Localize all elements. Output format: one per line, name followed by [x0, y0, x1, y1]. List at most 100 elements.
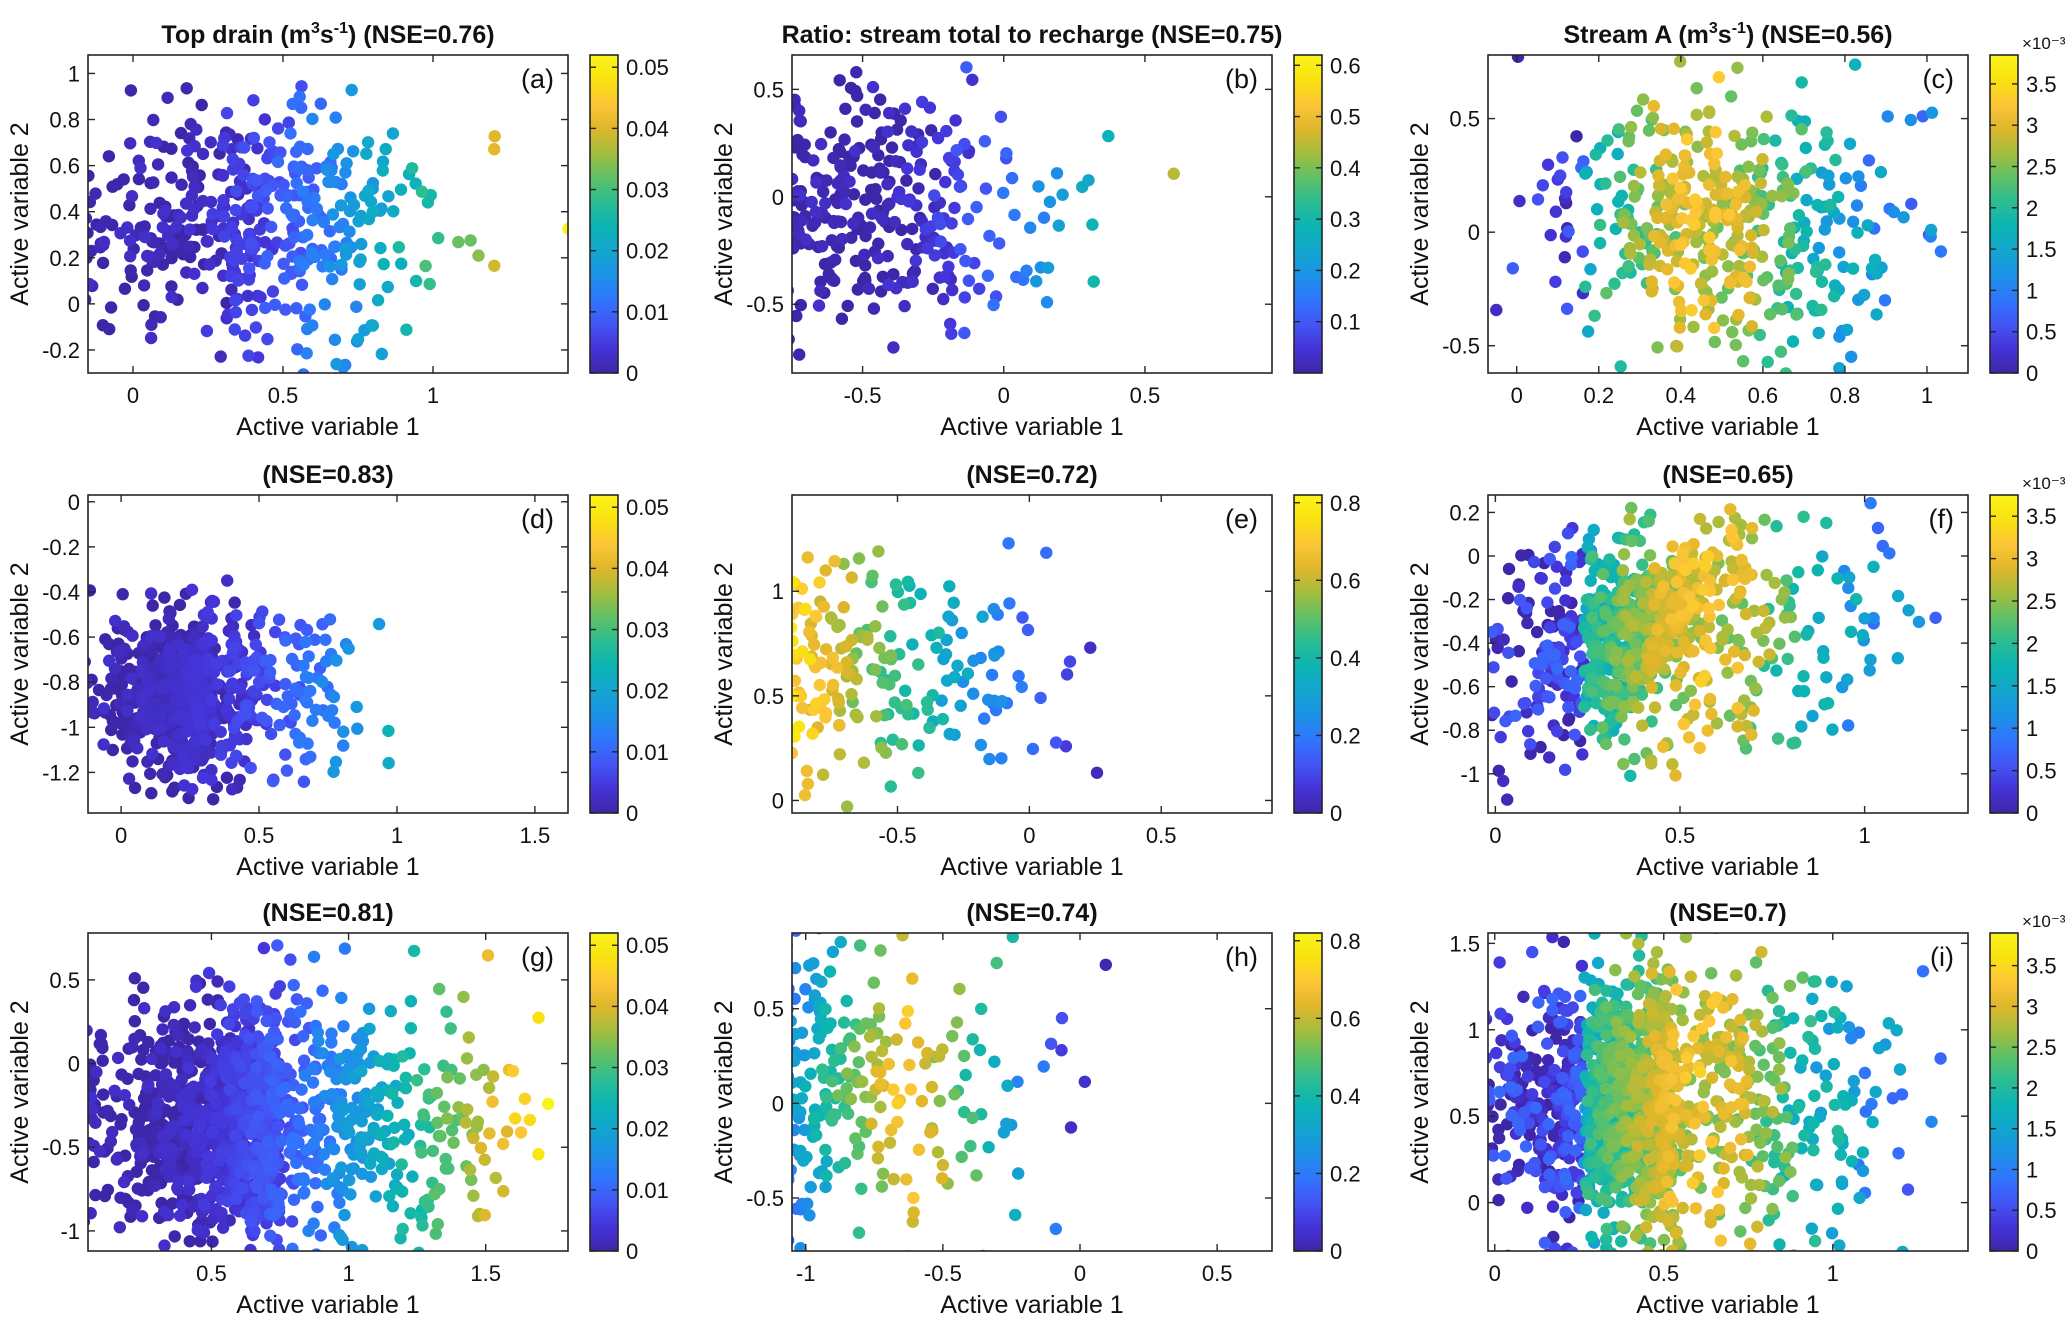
data-point	[354, 253, 367, 266]
data-point	[501, 165, 513, 177]
data-point	[755, 615, 767, 627]
data-point	[940, 633, 953, 647]
data-point	[145, 1164, 159, 1177]
data-point	[692, 686, 704, 698]
data-point	[288, 709, 301, 722]
data-point	[642, 726, 654, 738]
data-point	[687, 241, 699, 253]
data-point	[184, 250, 197, 264]
data-point	[334, 199, 348, 212]
data-point	[861, 633, 874, 646]
data-point	[97, 1088, 110, 1101]
data-point	[639, 659, 651, 671]
data-point	[696, 660, 708, 672]
data-point	[185, 583, 199, 596]
data-point	[162, 1208, 175, 1222]
data-point	[1617, 216, 1630, 229]
colorbar-tick-label: 0.1	[1330, 310, 1361, 335]
data-point	[740, 143, 752, 155]
data-point	[859, 259, 872, 272]
data-point	[750, 177, 762, 189]
data-point	[1541, 690, 1555, 703]
data-point	[757, 635, 769, 647]
x-axis-label: Active variable 1	[236, 413, 419, 441]
data-point	[1499, 714, 1512, 728]
data-point	[752, 650, 764, 662]
data-point	[1472, 167, 1484, 179]
data-point	[792, 172, 799, 186]
data-point	[102, 150, 116, 163]
data-point	[1705, 265, 1719, 278]
data-point	[747, 671, 759, 683]
data-point	[776, 149, 788, 161]
data-point	[899, 684, 912, 697]
data-point	[1521, 616, 1534, 630]
data-point	[1858, 612, 1871, 625]
data-point	[1548, 648, 1561, 661]
data-point	[201, 993, 214, 1006]
data-point	[1642, 514, 1656, 528]
data-point	[1687, 599, 1700, 613]
data-point	[1868, 253, 1882, 266]
data-point	[1708, 157, 1721, 170]
data-point	[554, 727, 566, 739]
data-point	[739, 370, 751, 382]
data-point	[865, 183, 878, 197]
data-point	[156, 1056, 169, 1070]
data-point	[682, 613, 694, 625]
colorbar	[1990, 55, 2018, 373]
data-point	[225, 220, 238, 234]
scatter-points	[554, 537, 1104, 813]
data-point	[122, 772, 136, 785]
data-point	[749, 636, 761, 648]
data-point	[1700, 136, 1714, 149]
data-point	[1060, 668, 1074, 681]
data-point	[121, 688, 134, 701]
data-point	[325, 704, 339, 717]
data-point	[319, 633, 332, 646]
data-point	[177, 751, 190, 764]
data-point	[753, 658, 765, 670]
data-point	[761, 632, 773, 644]
data-point	[1502, 646, 1515, 659]
data-point	[703, 97, 715, 109]
data-point	[1736, 355, 1750, 368]
data-point	[748, 652, 760, 664]
data-point	[1544, 228, 1557, 242]
scatter-points	[1488, 497, 1942, 806]
data-point	[569, 182, 581, 194]
data-point	[652, 647, 664, 659]
colorbar	[1294, 495, 1322, 813]
data-point	[172, 1174, 185, 1188]
data-point	[376, 164, 389, 177]
x-tick-label: 0.4	[1666, 383, 1697, 408]
data-point	[1735, 553, 1748, 567]
data-point	[757, 609, 769, 621]
data-point	[1570, 130, 1583, 143]
data-point	[1612, 123, 1626, 136]
data-point	[1536, 179, 1550, 192]
data-point	[151, 158, 165, 171]
data-point	[1558, 251, 1572, 264]
data-point	[763, 711, 775, 723]
data-point	[816, 768, 830, 781]
data-point	[691, 594, 703, 606]
data-point	[180, 82, 193, 95]
data-point	[117, 1175, 131, 1189]
data-point	[832, 696, 845, 709]
data-point	[1617, 627, 1631, 640]
data-point	[1632, 701, 1645, 714]
data-point	[1527, 555, 1541, 569]
data-point	[841, 299, 854, 313]
data-point	[1690, 108, 1703, 122]
data-point	[744, 608, 756, 620]
data-point	[752, 671, 764, 683]
colorbar-tick-label: 0	[626, 361, 638, 386]
panel-letter: (f)	[1929, 504, 1954, 534]
data-point	[742, 550, 754, 562]
data-point	[226, 153, 239, 166]
data-point	[1633, 238, 1647, 251]
data-point	[676, 688, 688, 700]
data-point	[235, 812, 241, 813]
data-point	[1084, 641, 1097, 654]
